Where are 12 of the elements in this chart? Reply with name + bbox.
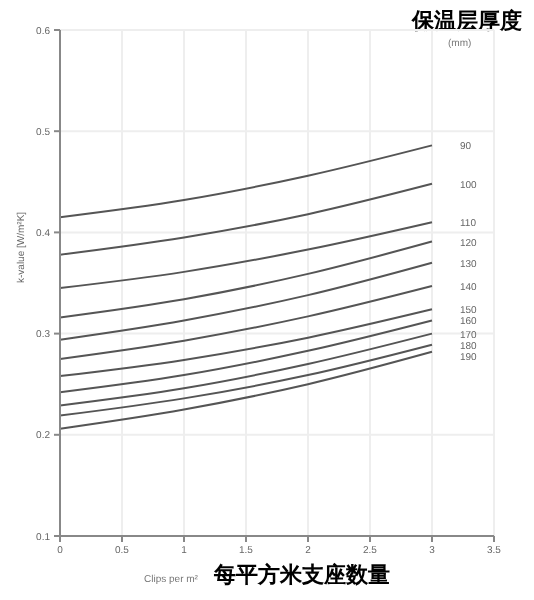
- line-series: [60, 144, 433, 219]
- line-series: [60, 319, 433, 394]
- line-series: [60, 343, 433, 417]
- line-series: [60, 221, 433, 290]
- line-series: [60, 240, 433, 319]
- text: 每平方米支座数量: [213, 560, 390, 590]
- line-series: [60, 332, 433, 407]
- line-series: [60, 182, 433, 256]
- line-series: [60, 261, 433, 341]
- line-series: [60, 350, 433, 430]
- line-series: [60, 308, 433, 378]
- line-series: [60, 285, 433, 360]
